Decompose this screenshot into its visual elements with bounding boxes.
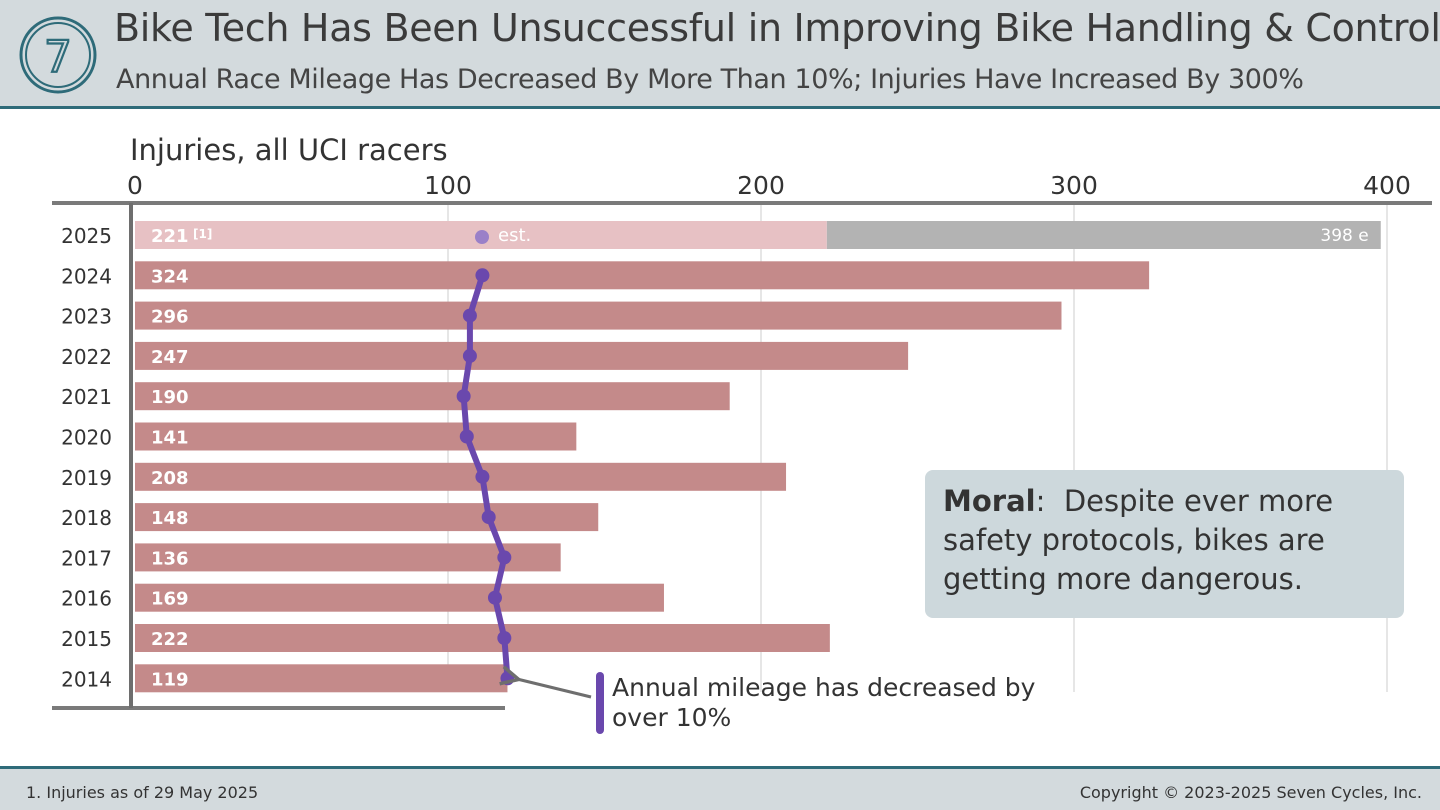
y-tick-label: 2021 xyxy=(61,385,112,409)
mileage-point xyxy=(475,268,490,283)
y-tick-label: 2014 xyxy=(61,667,112,691)
y-tick-label: 2020 xyxy=(61,426,112,450)
data-label: 221 xyxy=(151,226,189,247)
bar xyxy=(135,664,508,693)
y-tick-label: 2025 xyxy=(61,224,112,248)
bar xyxy=(135,341,909,370)
chart-title: Injuries, all UCI racers xyxy=(130,133,448,167)
y-tick-label: 2016 xyxy=(61,587,112,611)
bar xyxy=(135,624,830,652)
annotation-line: Annual mileage has decreased by xyxy=(612,673,1036,702)
data-label: 324 xyxy=(151,266,189,287)
x-tick-label: 0 xyxy=(127,171,143,200)
data-label: 296 xyxy=(151,307,189,328)
bar xyxy=(135,543,561,572)
footnote: 1. Injuries as of 29 May 2025 xyxy=(26,783,259,802)
footnote-marker: [1] xyxy=(193,227,212,241)
page-title: Bike Tech Has Been Unsuccessful in Impro… xyxy=(114,6,1440,50)
annotation-line: over 10% xyxy=(612,703,731,732)
x-tick-label: 100 xyxy=(424,171,472,200)
x-axis: 0 100 200 300 400 2025 2024 2023 2022 2021 2020 201… xyxy=(52,171,1432,710)
estimate-label: 398 e xyxy=(1320,226,1368,246)
mileage-point xyxy=(481,510,496,525)
data-label: 247 xyxy=(151,347,189,368)
moral-callout: Moral: Despite ever more safety protocol… xyxy=(925,470,1404,618)
bar xyxy=(135,382,730,411)
bar xyxy=(135,583,664,612)
data-label: 119 xyxy=(151,669,189,690)
y-tick-label: 2015 xyxy=(61,627,112,651)
footer-bar: 1. Injuries as of 29 May 2025 Copyright … xyxy=(0,766,1440,810)
bar xyxy=(135,503,599,532)
bar xyxy=(135,462,787,491)
mileage-annotation: Annual mileage has decreased by over 10% xyxy=(517,673,1036,734)
mileage-point xyxy=(475,469,490,484)
mileage-point xyxy=(497,550,512,565)
annotation-arrow xyxy=(517,679,592,699)
mileage-point xyxy=(456,389,471,404)
mileage-point xyxy=(459,429,474,444)
mileage-line: est. xyxy=(456,225,531,686)
x-tick-label: 200 xyxy=(737,171,785,200)
y-tick-label: 2018 xyxy=(61,506,112,530)
data-label: 169 xyxy=(151,589,189,610)
injuries-bar-chart: 0 100 200 300 400 2025 2024 2023 2022 2021 2020 201… xyxy=(52,133,1432,734)
y-tick-label: 2017 xyxy=(61,546,112,570)
mileage-estimate-point xyxy=(475,230,489,244)
data-label: 148 xyxy=(151,508,189,529)
bar xyxy=(135,261,1150,290)
bars: 398 e 221 [1] 324 296 247 190 141 208 148 136 169 22… xyxy=(135,221,1381,693)
data-label: 222 xyxy=(151,629,189,650)
data-label: 141 xyxy=(151,428,189,449)
header-banner: 7 Bike Tech Has Been Unsuccessful in Imp… xyxy=(0,0,1440,109)
data-label: 136 xyxy=(151,548,189,569)
page-subtitle: Annual Race Mileage Has Decreased By Mor… xyxy=(116,64,1304,95)
moral-text: Despite ever more safety protocols, bike… xyxy=(943,484,1334,596)
bar xyxy=(135,422,577,451)
y-tick-label: 2024 xyxy=(61,264,112,288)
x-tick-label: 300 xyxy=(1050,171,1098,200)
mileage-point xyxy=(462,348,477,363)
annotation-text: Annual mileage has decreased by over 10% xyxy=(612,673,1036,732)
data-label: 208 xyxy=(151,468,189,489)
bar xyxy=(135,301,1062,330)
moral-label: Moral xyxy=(943,484,1036,518)
y-tick-label: 2022 xyxy=(61,345,112,369)
estimate-marker-label: est. xyxy=(498,225,531,246)
y-tick-label: 2019 xyxy=(61,466,112,490)
mileage-point xyxy=(500,671,515,686)
mileage-point xyxy=(462,308,477,323)
seven-logo-icon: 7 xyxy=(19,16,97,94)
bar-estimate xyxy=(826,221,1381,249)
data-label: 190 xyxy=(151,387,189,408)
mileage-point xyxy=(487,590,502,605)
mileage-point xyxy=(497,631,512,645)
logo-text: 7 xyxy=(44,32,72,83)
copyright: Copyright © 2023-2025 Seven Cycles, Inc. xyxy=(1079,783,1422,802)
x-tick-label: 400 xyxy=(1363,171,1411,200)
y-tick-label: 2023 xyxy=(61,305,112,329)
